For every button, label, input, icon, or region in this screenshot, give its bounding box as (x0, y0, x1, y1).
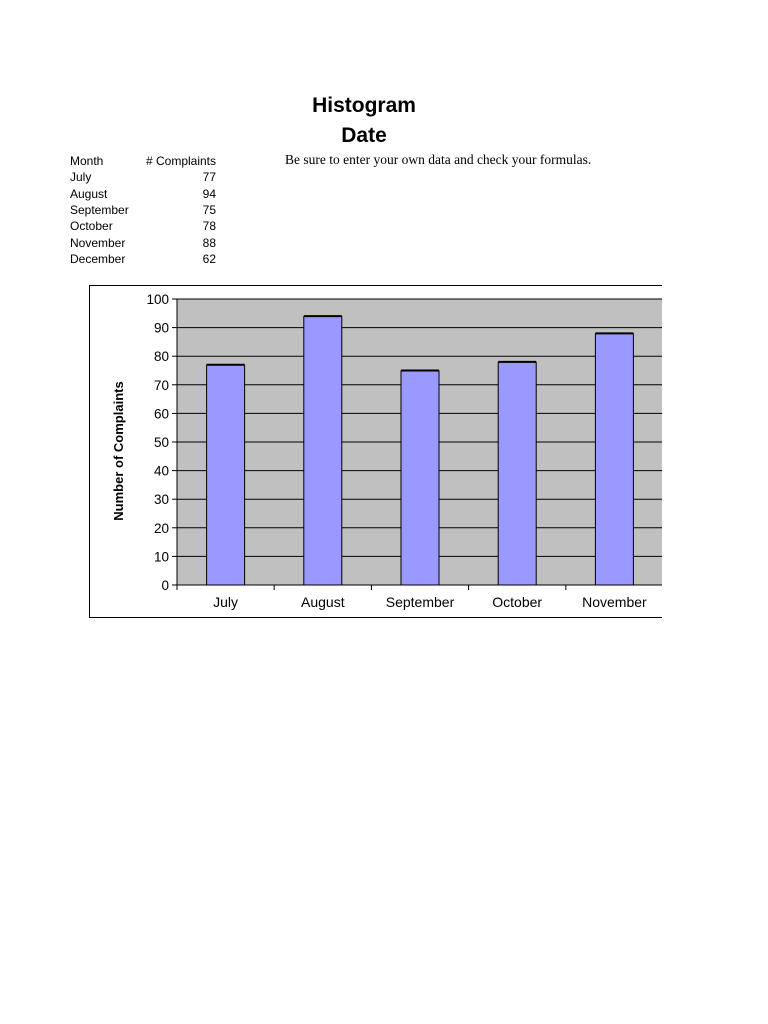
y-axis-title: Number of Complaints (111, 381, 126, 520)
x-tick-label: August (301, 594, 345, 610)
table-cell-month: December (70, 251, 126, 266)
instruction-note: Be sure to enter your own data and check… (285, 152, 592, 167)
table-cell-month: July (70, 170, 92, 185)
bar (498, 361, 537, 585)
bar (303, 316, 342, 585)
table-row: November 88 (70, 234, 216, 250)
x-tick-label: November (582, 594, 647, 610)
y-tick-label: 80 (154, 349, 169, 364)
table-row: December 62 (70, 251, 216, 267)
y-tick-label: 0 (161, 578, 169, 593)
table-row: July 77 (70, 169, 216, 185)
bar (206, 364, 245, 585)
column-header-month: Month (70, 154, 104, 169)
table-cell-complaints: 62 (202, 251, 216, 266)
y-tick-label: 50 (154, 435, 169, 450)
table-cell-complaints: 78 (202, 219, 216, 234)
table-cell-month: November (70, 235, 126, 250)
table-cell-complaints: 77 (202, 170, 216, 185)
y-tick-label: 30 (154, 492, 169, 507)
table-cell-month: September (70, 203, 129, 218)
x-tick-label: September (386, 594, 455, 610)
data-table: Month # Complaints July 77 August 94 Sep… (70, 153, 216, 267)
y-tick-label: 40 (154, 464, 169, 479)
table-cell-complaints: 88 (202, 235, 216, 250)
bar (401, 370, 439, 585)
table-cell-month: August (70, 186, 108, 201)
y-tick-label: 60 (154, 406, 169, 421)
x-tick-label: July (213, 594, 238, 610)
table-header-row: Month # Complaints (70, 153, 216, 169)
y-tick-label: 90 (154, 321, 169, 336)
y-tick-label: 100 (146, 292, 169, 307)
bar (595, 333, 634, 585)
chart-clip: 0 10 20 30 40 50 60 70 80 90 100 July August Septembe… (89, 285, 662, 618)
x-tick-label: October (492, 594, 542, 610)
table-row: October 78 (70, 218, 216, 234)
table-cell-complaints: 94 (202, 186, 216, 201)
page-title: Histogram (312, 94, 416, 117)
y-tick-label: 10 (154, 549, 169, 564)
column-header-complaints: # Complaints (145, 154, 216, 169)
page-subtitle: Date (341, 124, 387, 147)
table-cell-complaints: 75 (202, 203, 216, 218)
bar-chart: 0 10 20 30 40 50 60 70 80 90 100 July August Septembe… (111, 292, 662, 610)
y-tick-label: 20 (154, 521, 169, 536)
table-row: August 94 (70, 186, 216, 202)
table-cell-month: October (70, 219, 113, 234)
plot-layer: 0 10 20 30 40 50 60 70 80 90 100 July August Septembe… (146, 292, 662, 610)
y-tick-label: 70 (154, 378, 169, 393)
table-row: September 75 (70, 202, 216, 218)
